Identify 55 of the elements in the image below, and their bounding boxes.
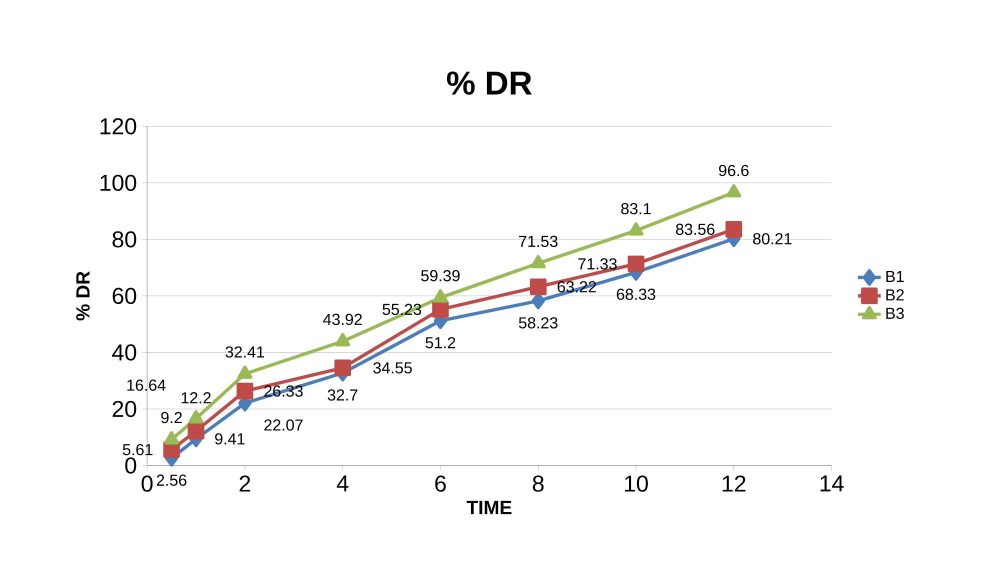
data-label: 22.07 <box>264 419 303 431</box>
point <box>530 278 547 296</box>
y-tick-label: 40 <box>112 344 136 361</box>
data-label: 51.2 <box>426 337 456 348</box>
data-label: 59.39 <box>421 270 460 282</box>
x-tick-label: 6 <box>435 475 446 492</box>
data-label: 12.2 <box>182 392 211 404</box>
x-tick-label: 12 <box>722 475 746 492</box>
point <box>726 184 742 198</box>
chart-title: % DR <box>446 71 532 95</box>
data-label: 34.55 <box>373 362 412 374</box>
data-label: 5.61 <box>122 444 152 456</box>
data-label: 83.56 <box>676 224 714 235</box>
data-label: 83.1 <box>621 202 651 214</box>
point <box>188 422 204 440</box>
y-tick-label: 100 <box>100 174 136 191</box>
data-label: 16.64 <box>127 380 166 391</box>
x-tick-label: 0 <box>142 475 153 492</box>
point <box>628 256 644 272</box>
data-label: 71.53 <box>519 236 558 247</box>
x-tick-label: 2 <box>240 475 250 492</box>
x-tick-label: 14 <box>820 475 844 492</box>
y-tick-label: 80 <box>112 231 136 248</box>
point <box>236 382 254 400</box>
x-axis-title: TIME <box>466 500 512 514</box>
y-tick-label: 0 <box>125 457 136 474</box>
legend-label: B1 <box>886 270 904 282</box>
point <box>628 222 644 236</box>
data-label: 9.2 <box>161 412 182 424</box>
x-tick-label: 10 <box>624 475 648 492</box>
data-label: 9.41 <box>215 433 245 444</box>
data-label: 71.33 <box>578 258 617 270</box>
x-tick-label: 4 <box>336 475 348 492</box>
point <box>433 289 448 303</box>
point <box>725 220 742 238</box>
y-tick-label: 60 <box>112 288 136 304</box>
point <box>432 301 449 318</box>
point <box>237 366 252 379</box>
data-label: 80.21 <box>753 233 792 244</box>
x-tick-label: 8 <box>532 475 544 492</box>
legend-label: B2 <box>886 289 904 300</box>
point <box>530 254 546 268</box>
legend-label: B3 <box>886 308 904 319</box>
data-label: 2.56 <box>156 474 186 486</box>
point <box>334 359 351 376</box>
y-axis-title: % DR <box>76 271 90 320</box>
data-label: 43.92 <box>323 314 362 326</box>
y-tick-label: 120 <box>100 118 136 134</box>
data-label: 32.7 <box>328 389 358 401</box>
y-tick-label: 20 <box>112 400 136 418</box>
data-label: 68.33 <box>616 288 656 300</box>
data-label: 96.6 <box>719 164 749 176</box>
data-label: 32.41 <box>226 346 264 358</box>
data-label: 58.23 <box>518 317 558 328</box>
point <box>335 332 350 346</box>
